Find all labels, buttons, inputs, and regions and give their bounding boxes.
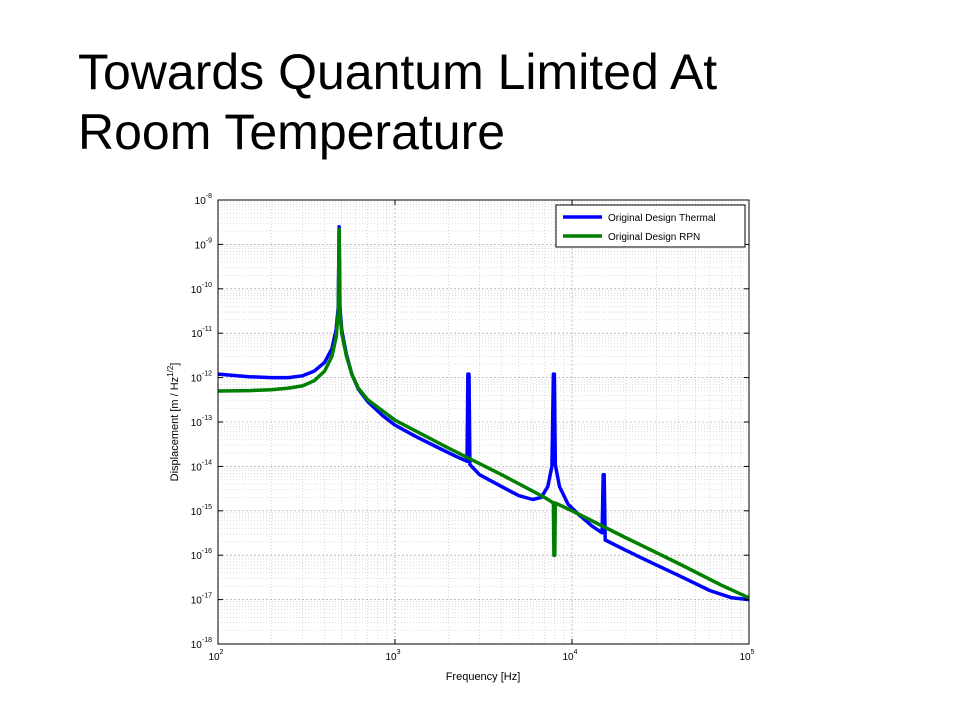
chart-series xyxy=(217,224,750,602)
y-tick-label-exp: -16 xyxy=(202,548,212,555)
y-tick-label-base: 10 xyxy=(191,640,203,651)
y-tick-label-base: 10 xyxy=(191,374,203,385)
y-tick-label-base: 10 xyxy=(195,240,207,251)
y-tick-label-exp: -13 xyxy=(202,415,212,422)
y-tick-label: 10-14 xyxy=(191,459,212,473)
y-tick-label-exp: -11 xyxy=(202,326,212,333)
x-tick-label-base: 10 xyxy=(562,652,574,663)
y-tick-label: 10-10 xyxy=(191,282,212,296)
y-tick-label: 10-16 xyxy=(191,548,212,562)
y-axis-title-close: ] xyxy=(169,363,181,366)
y-axis-title-base: Displacement [m / Hz xyxy=(169,377,181,482)
y-tick-label-exp: -12 xyxy=(202,371,212,378)
y-tick-label-exp: -9 xyxy=(206,237,212,244)
y-tick-label: 10-13 xyxy=(191,415,212,429)
x-tick-label-base: 10 xyxy=(385,652,397,663)
x-tick-label-exp: 4 xyxy=(574,649,578,656)
x-axis-ticks: 102 103 104 105 xyxy=(208,200,755,663)
x-tick-label: 104 xyxy=(562,649,577,663)
series-line-rpn xyxy=(217,227,750,600)
y-tick-label-exp: -18 xyxy=(202,637,212,644)
y-axis-title-exp: 1/2 xyxy=(166,365,175,377)
y-tick-label-base: 10 xyxy=(191,551,203,562)
x-axis-title: Frequency [Hz] xyxy=(446,671,521,683)
x-tick-label-exp: 2 xyxy=(220,649,224,656)
x-tick-label: 103 xyxy=(385,649,400,663)
slide-title-line-1: Towards Quantum Limited At xyxy=(78,44,718,100)
y-tick-label-exp: -8 xyxy=(206,193,212,200)
y-tick-label: 10-12 xyxy=(191,371,212,385)
x-tick-label-base: 10 xyxy=(739,652,751,663)
y-tick-label: 10-11 xyxy=(191,326,212,340)
y-tick-label-exp: -14 xyxy=(202,459,212,466)
y-tick-label: 10-18 xyxy=(191,637,212,651)
y-tick-label-base: 10 xyxy=(191,462,203,473)
y-axis-ticks: 10-810-910-1010-1110-1210-1310-1410-1510… xyxy=(191,193,749,651)
y-tick-label-exp: -15 xyxy=(202,504,212,511)
y-tick-label-base: 10 xyxy=(191,285,203,296)
y-tick-label-base: 10 xyxy=(191,418,203,429)
x-tick-label-base: 10 xyxy=(208,652,220,663)
slide-title: Towards Quantum Limited At Room Temperat… xyxy=(78,42,898,160)
y-tick-label: 10-8 xyxy=(195,193,212,207)
y-axis-title: Displacement [m / Hz1/2] xyxy=(166,363,181,482)
y-tick-label-exp: -17 xyxy=(202,593,212,600)
legend-box xyxy=(555,204,746,248)
slide-title-line-2: Room Temperature xyxy=(78,104,506,160)
y-tick-label-base: 10 xyxy=(195,196,207,207)
legend-label-thermal: Original Design Thermal xyxy=(608,213,716,224)
y-tick-label-exp: -10 xyxy=(202,282,212,289)
x-tick-label-exp: 3 xyxy=(397,649,401,656)
y-tick-label-base: 10 xyxy=(191,507,203,518)
y-tick-label: 10-17 xyxy=(191,593,212,607)
x-tick-label-exp: 5 xyxy=(751,649,755,656)
y-tick-label-base: 10 xyxy=(191,329,203,340)
chart-grid xyxy=(218,200,749,644)
legend-label-rpn: Original Design RPN xyxy=(608,232,700,243)
series-line-thermal xyxy=(217,224,750,602)
y-tick-label: 10-9 xyxy=(195,237,212,251)
x-tick-label: 105 xyxy=(739,649,754,663)
y-tick-label-base: 10 xyxy=(191,596,203,607)
legend: Original Design Thermal Original Design … xyxy=(555,204,746,248)
y-tick-label: 10-15 xyxy=(191,504,212,518)
x-tick-label: 102 xyxy=(208,649,223,663)
